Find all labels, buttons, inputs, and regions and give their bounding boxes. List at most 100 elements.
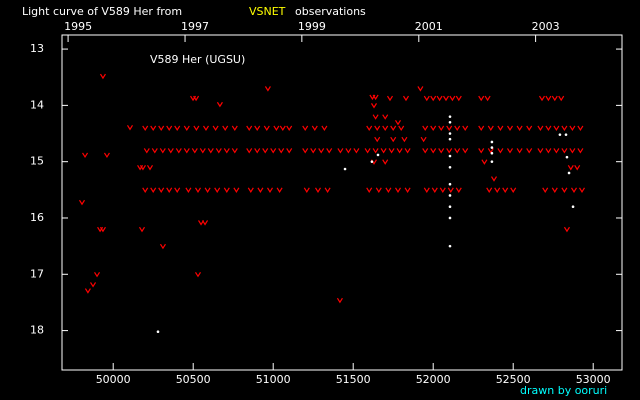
upper-limit-marker xyxy=(442,95,450,102)
upper-limit-marker xyxy=(454,125,461,132)
upper-limit-marker xyxy=(302,125,309,132)
upper-limit-marker xyxy=(537,148,544,154)
upper-limit-marker xyxy=(183,148,190,154)
upper-limit-marker xyxy=(231,148,238,154)
upper-limit-marker xyxy=(166,187,173,193)
y-tick-label: 16 xyxy=(30,211,44,224)
upper-limit-marker xyxy=(193,125,200,132)
observation-dot xyxy=(370,160,374,163)
upper-limit-marker xyxy=(246,148,253,154)
upper-limit-marker xyxy=(561,187,568,193)
x-tick-label: 50000 xyxy=(96,373,131,386)
upper-limit-marker xyxy=(286,125,293,132)
upper-limit-marker xyxy=(394,187,402,193)
upper-limit-marker xyxy=(99,73,106,80)
upper-limit-marker xyxy=(484,95,491,102)
upper-limit-marker xyxy=(569,125,576,132)
upper-limit-marker xyxy=(279,125,286,132)
upper-limit-marker xyxy=(380,148,387,154)
upper-limit-marker xyxy=(199,148,206,154)
observation-dot xyxy=(567,171,571,175)
observation-dot xyxy=(490,146,494,149)
upper-limit-marker xyxy=(174,125,181,132)
x2-tick-label: 2001 xyxy=(415,20,443,33)
upper-limit-marker xyxy=(166,125,173,132)
observation-dot xyxy=(448,205,452,209)
x-tick-label: 53000 xyxy=(576,373,611,386)
upper-limit-marker xyxy=(246,125,253,132)
upper-limit-marker xyxy=(542,187,549,193)
upper-limit-marker xyxy=(233,187,240,193)
upper-limit-marker xyxy=(386,95,394,102)
observation-dot xyxy=(448,182,452,186)
upper-limit-marker xyxy=(417,86,424,92)
observation-dot xyxy=(448,194,452,197)
upper-limit-marker xyxy=(390,136,397,143)
upper-limit-marker xyxy=(276,187,283,193)
upper-limit-marker xyxy=(372,94,379,101)
upper-limit-marker xyxy=(223,148,230,154)
y-tick-label: 14 xyxy=(30,98,44,111)
x-tick-label: 51000 xyxy=(256,373,291,386)
upper-limit-marker xyxy=(486,187,493,193)
upper-limit-marker xyxy=(191,148,198,154)
upper-limit-marker xyxy=(478,95,485,102)
upper-limit-marker xyxy=(142,187,149,193)
upper-limit-marker xyxy=(94,271,101,278)
upper-limit-marker xyxy=(545,148,552,154)
upper-limit-marker xyxy=(174,187,181,193)
upper-limit-marker xyxy=(223,187,230,193)
observation-dot xyxy=(448,244,452,248)
upper-limit-marker xyxy=(159,243,166,250)
upper-limit-marker xyxy=(436,95,443,102)
observation-dot xyxy=(376,153,380,157)
observation-dot xyxy=(448,115,452,118)
upper-limit-marker xyxy=(345,148,352,154)
upper-limit-marker xyxy=(574,164,581,171)
upper-limit-marker xyxy=(569,148,576,154)
upper-limit-marker xyxy=(175,148,182,154)
upper-limit-marker xyxy=(570,187,578,193)
upper-limit-marker xyxy=(311,125,318,132)
observation-dot xyxy=(448,137,452,141)
upper-limit-marker xyxy=(558,95,565,102)
upper-limit-marker xyxy=(526,125,533,132)
upper-limit-marker xyxy=(167,148,174,154)
upper-limit-marker xyxy=(326,148,333,154)
upper-limit-marker xyxy=(353,148,360,154)
observation-dot xyxy=(448,154,452,158)
upper-limit-marker xyxy=(366,187,373,193)
upper-limit-marker xyxy=(563,226,570,233)
upper-limit-marker xyxy=(430,125,437,132)
upper-limit-marker xyxy=(194,271,202,278)
upper-limit-marker xyxy=(382,125,389,132)
upper-limit-marker xyxy=(314,187,322,193)
upper-limit-marker xyxy=(222,125,229,132)
x-tick-label: 52000 xyxy=(416,373,451,386)
upper-limit-marker xyxy=(84,288,91,294)
upper-limit-marker xyxy=(99,226,106,233)
upper-limit-marker xyxy=(394,119,402,126)
upper-limit-marker xyxy=(370,103,378,109)
x-tick-label: 51500 xyxy=(336,373,371,386)
upper-limit-marker xyxy=(390,125,397,132)
upper-limit-marker xyxy=(254,125,261,132)
upper-limit-marker xyxy=(561,125,568,132)
upper-limit-marker xyxy=(382,114,389,120)
observation-dot xyxy=(558,133,562,136)
upper-limit-marker xyxy=(374,136,381,143)
upper-limit-marker xyxy=(310,148,317,154)
y-tick-label: 15 xyxy=(30,155,44,168)
upper-limit-marker xyxy=(324,187,331,193)
upper-limit-marker xyxy=(430,95,437,102)
title-highlight: VSNET xyxy=(249,5,286,18)
upper-limit-marker xyxy=(545,125,552,132)
upper-limit-marker xyxy=(422,125,429,132)
upper-limit-marker xyxy=(551,95,558,102)
upper-limit-marker xyxy=(553,148,560,154)
upper-limit-marker xyxy=(538,95,546,102)
upper-limit-marker xyxy=(273,125,280,132)
upper-limit-marker xyxy=(138,226,146,233)
upper-limit-marker xyxy=(142,125,149,132)
